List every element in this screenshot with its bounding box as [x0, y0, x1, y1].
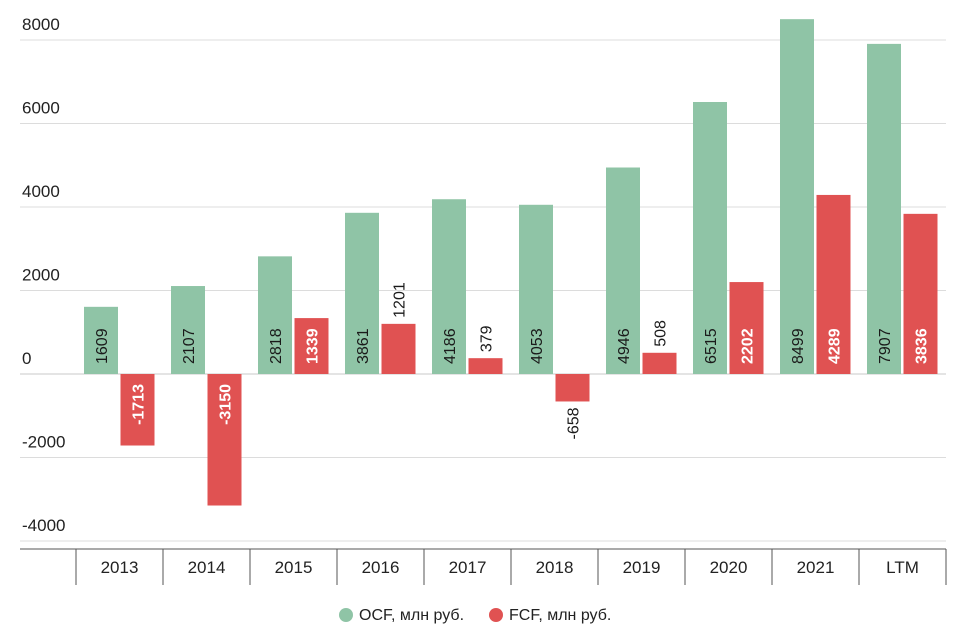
bar-fcf	[816, 194, 851, 374]
bar-fcf	[642, 352, 677, 374]
bar-ocf	[519, 204, 553, 374]
data-label: 3836	[914, 328, 931, 364]
legend: OCF, млн руб. FCF, млн руб.	[339, 607, 611, 624]
x-tick-label: 2016	[362, 558, 400, 577]
y-tick-label: 2000	[22, 266, 60, 285]
bar-fcf	[381, 323, 416, 374]
x-tick-label: 2019	[623, 558, 661, 577]
bar-ocf	[693, 101, 727, 374]
x-tick-label: 2021	[797, 558, 835, 577]
legend-label: FCF, млн руб.	[509, 607, 611, 624]
bar-ocf	[171, 286, 205, 374]
y-tick-label: 4000	[22, 182, 60, 201]
bar-ocf	[258, 256, 292, 374]
bar-ocf	[606, 167, 640, 374]
x-tick-label: 2015	[275, 558, 313, 577]
y-tick-label: 8000	[22, 15, 60, 34]
data-label: 2202	[740, 328, 757, 364]
data-label: 3861	[355, 328, 372, 364]
data-label: 2818	[268, 328, 285, 364]
legend-marker-fcf	[489, 608, 503, 622]
x-tick-label: 2014	[188, 558, 226, 577]
data-label: 2107	[181, 328, 198, 364]
data-label: 6515	[703, 328, 720, 364]
data-label: 4053	[529, 328, 546, 364]
bar-fcf	[555, 374, 590, 402]
y-tick-label: -4000	[22, 516, 65, 535]
data-label: 1609	[94, 328, 111, 364]
bar-ocf	[84, 306, 118, 374]
y-tick-label: 6000	[22, 99, 60, 118]
data-label: 8499	[790, 328, 807, 364]
data-label: 4289	[827, 328, 844, 364]
legend-marker-ocf	[339, 608, 353, 622]
bar-ocf	[345, 212, 379, 374]
x-tick-label: 2020	[710, 558, 748, 577]
legend-label: OCF, млн руб.	[359, 607, 464, 624]
data-label: 1339	[305, 328, 322, 364]
x-tick-label: 2013	[101, 558, 139, 577]
data-label: 4946	[616, 328, 633, 364]
bar-ocf	[432, 199, 466, 374]
bar-fcf	[294, 318, 329, 374]
y-axis-ticks: 8000 6000 4000 2000 0 -2000 -4000	[22, 15, 65, 535]
bar-ocf	[867, 43, 901, 374]
bars	[84, 19, 938, 506]
bar-fcf	[729, 282, 764, 374]
data-label: 7907	[877, 328, 894, 364]
x-tick-label: LTM	[886, 558, 919, 577]
bar-fcf	[207, 374, 242, 506]
data-label: -1713	[131, 384, 148, 425]
y-tick-label: 0	[22, 349, 31, 368]
x-tick-label: 2018	[536, 558, 574, 577]
data-label: 508	[653, 320, 670, 347]
data-label: 1201	[392, 282, 409, 318]
x-axis: 2013 2014 2015 2016 2017 2018 2019 2020 2021 LTM	[20, 548, 947, 585]
bar-ocf	[780, 19, 814, 375]
data-labels: 1609 -1713 2107 -3150 2818 1339 3861 1201 4186 37…	[94, 282, 931, 439]
x-tick-label: 2017	[449, 558, 487, 577]
data-label: 379	[479, 325, 496, 352]
bar-fcf	[120, 374, 155, 446]
bar-fcf	[903, 213, 938, 374]
y-tick-label: -2000	[22, 433, 65, 452]
data-label: 4186	[442, 328, 459, 364]
bar-fcf	[468, 358, 503, 374]
data-label: -658	[566, 407, 583, 439]
data-label: -3150	[218, 384, 235, 425]
